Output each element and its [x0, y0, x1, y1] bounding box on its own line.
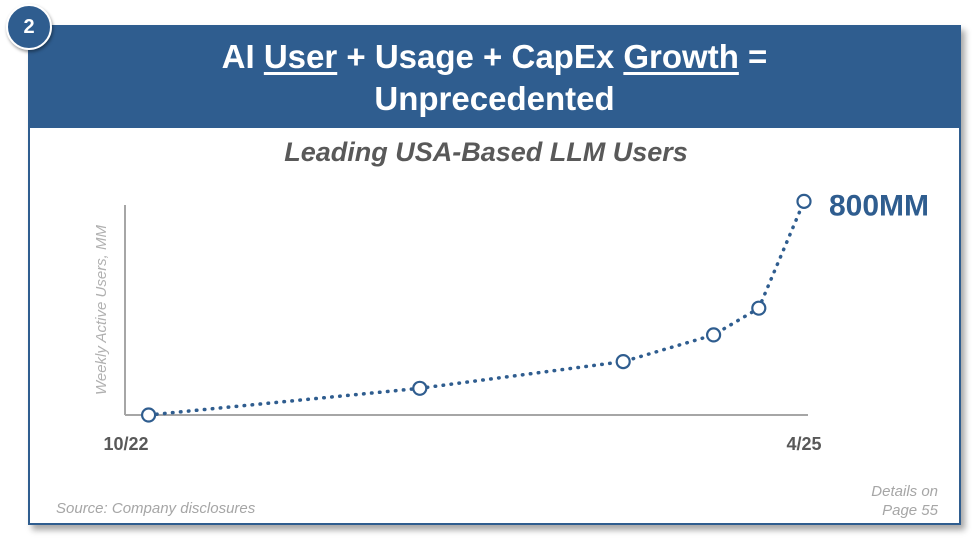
- details-line-1: Details on: [871, 483, 938, 500]
- slide-number: 2: [23, 15, 35, 38]
- chart-title: Leading USA-Based LLM Users: [284, 137, 688, 167]
- series-line: [146, 199, 806, 417]
- x-tick-start: 10/22: [103, 434, 148, 454]
- slide-number-badge: 2: [6, 4, 52, 50]
- data-point-1: [141, 407, 157, 423]
- slide-card: AI User + Usage + CapEx Growth = Unprece…: [28, 25, 961, 525]
- title-segment-1: User: [263, 37, 338, 75]
- details-line-2: Page 55: [882, 502, 938, 519]
- title-segment-3: Growth: [623, 37, 739, 75]
- title-segment-4: =: [738, 37, 768, 75]
- data-point-6: [796, 193, 812, 209]
- title-segment-2: + Usage + CapEx: [337, 37, 624, 75]
- end-value-label: 800MM: [829, 189, 929, 222]
- x-tick-end: 4/25: [786, 434, 821, 454]
- source-note: Source: Company disclosures: [56, 500, 256, 517]
- data-point-4: [705, 327, 722, 343]
- data-point-2: [412, 380, 428, 396]
- data-point-5: [751, 300, 767, 316]
- header-band: AI User + Usage + CapEx Growth = Unprece…: [30, 27, 959, 128]
- title-line-1: AI User + Usage + CapEx Growth =: [222, 36, 768, 78]
- y-axis-label: Weekly Active Users, MM: [93, 224, 110, 395]
- data-points: [141, 193, 812, 423]
- data-point-3: [615, 353, 631, 370]
- title-line-2: Unprecedented: [374, 79, 615, 117]
- title-segment-0: AI: [221, 37, 264, 75]
- details-note: Details on Page 55: [871, 482, 938, 520]
